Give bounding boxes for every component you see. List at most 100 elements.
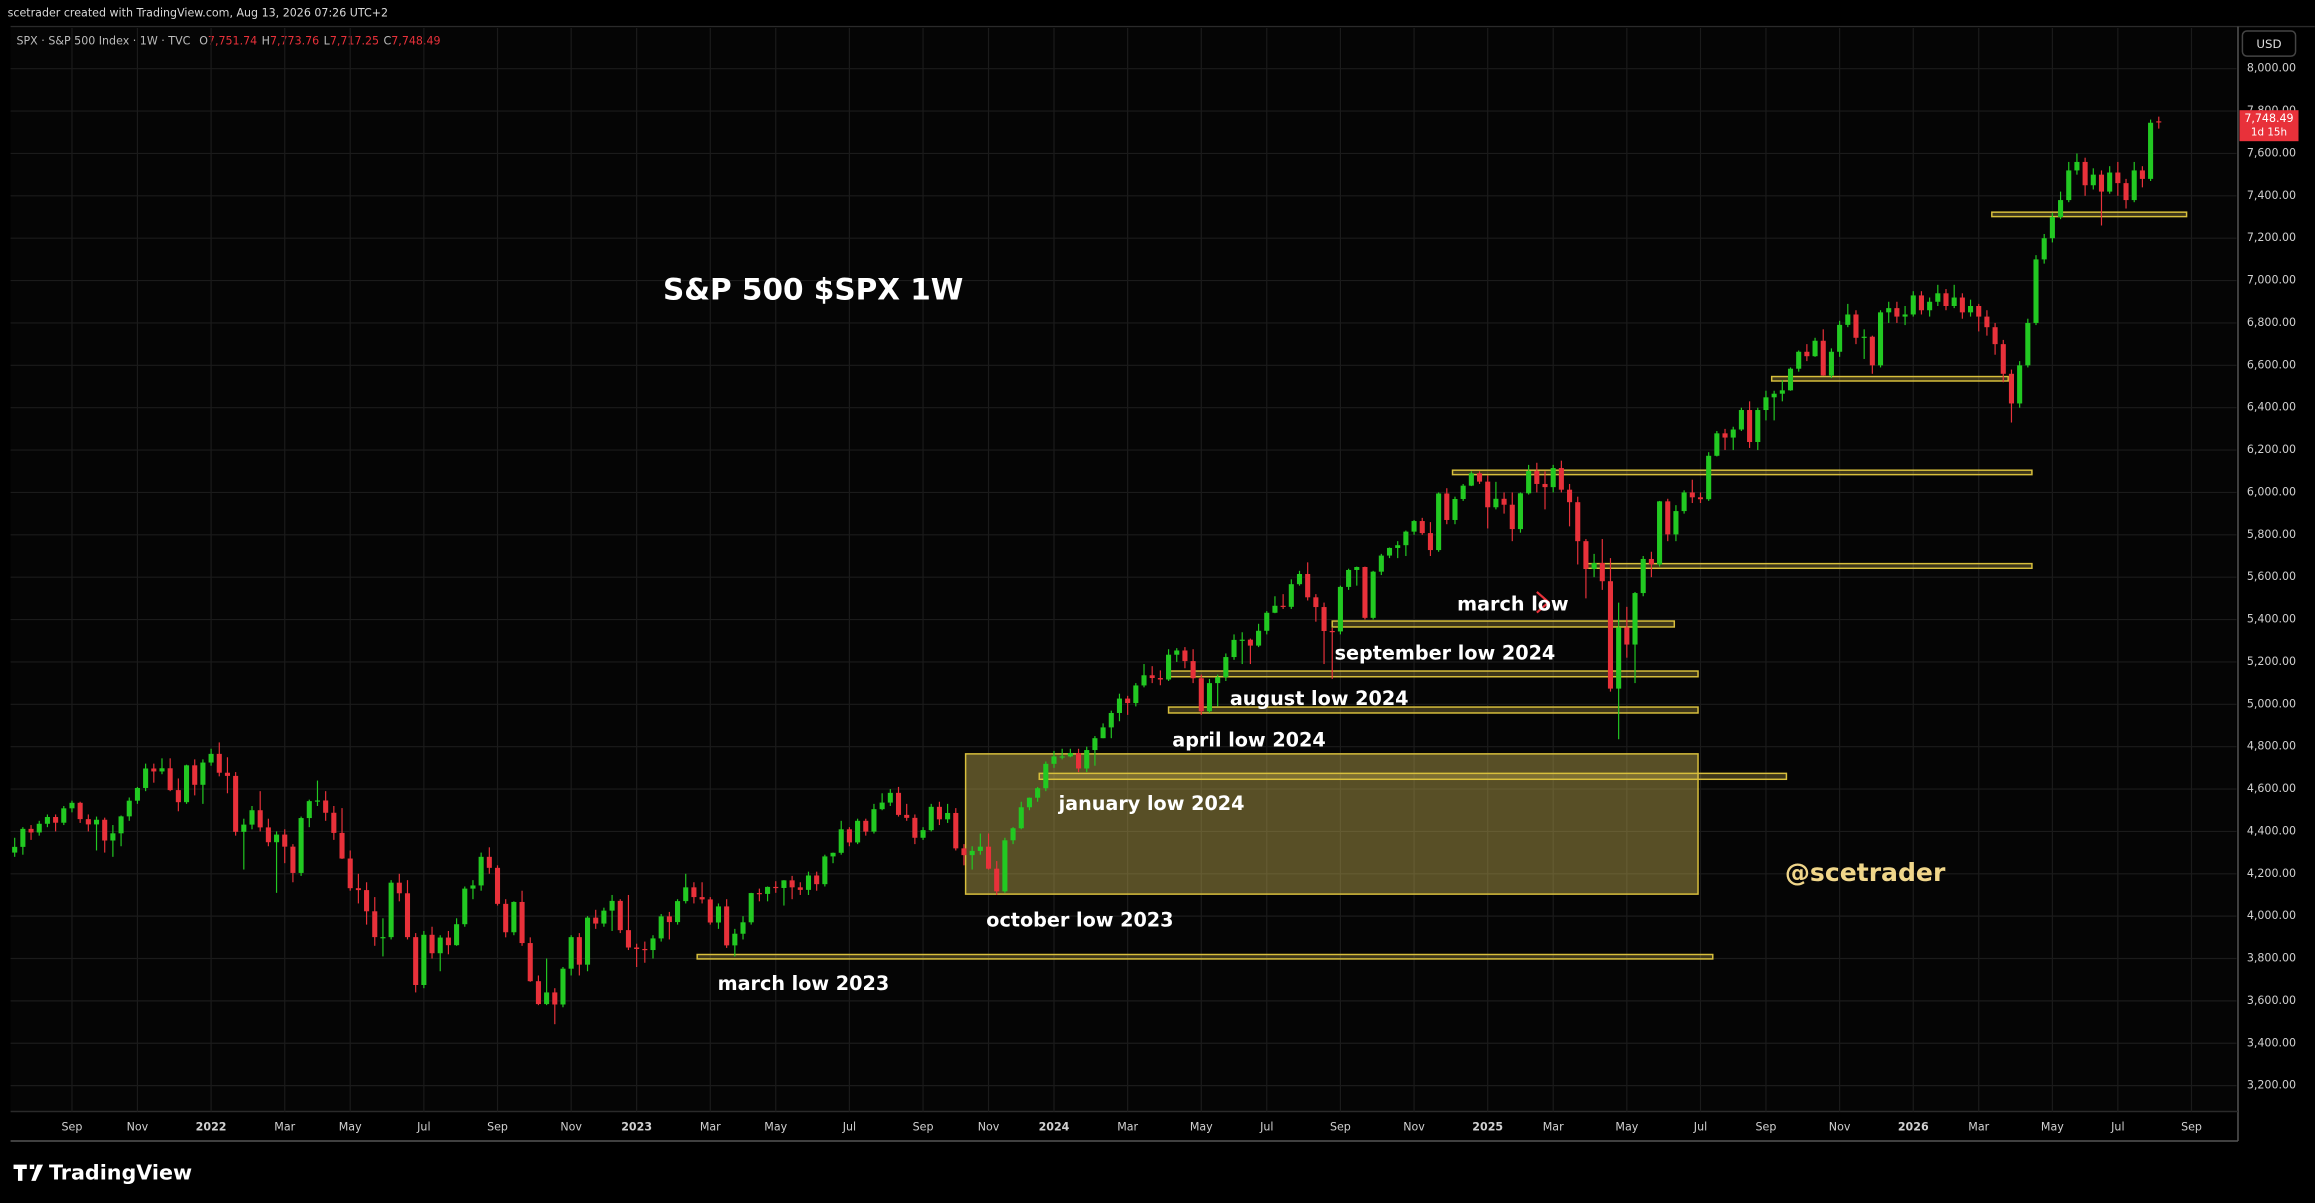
annotation: april low 2024 [1172, 728, 1325, 751]
candle-body [216, 753, 222, 773]
candle-body [1681, 492, 1687, 512]
candle-body [2107, 172, 2113, 192]
candle-body [1026, 797, 1032, 808]
candle-body [1476, 473, 1483, 482]
candle-body [2131, 170, 2137, 201]
candle-body [887, 792, 893, 803]
x-tick-label: Mar [700, 1121, 721, 1134]
candle-body [1190, 661, 1196, 679]
candle-body [912, 817, 918, 838]
candle-body [241, 824, 247, 832]
candle-body [1984, 316, 1990, 328]
candle-body [1763, 397, 1769, 411]
candle-body [110, 833, 116, 841]
x-tick-label: Mar [1117, 1121, 1138, 1134]
candle-body [789, 880, 795, 888]
candle-body [855, 820, 861, 843]
candle-body [1722, 433, 1728, 438]
candle-body [879, 802, 885, 810]
candle-body [1116, 698, 1122, 713]
candle-body [1526, 471, 1532, 494]
candle-body [683, 887, 689, 902]
tradingview-logo[interactable]: TradingView [13, 1160, 193, 1184]
candle-body [421, 934, 427, 986]
candle-body [945, 812, 951, 820]
candle-body [1534, 471, 1540, 484]
candle-body [1968, 306, 1974, 313]
candle-body [1141, 675, 1147, 686]
y-tick-label: 7,000.00 [2247, 274, 2296, 287]
candle-body [1706, 455, 1712, 500]
candle-body [511, 901, 517, 933]
candle-body [2082, 161, 2088, 186]
candle-body [593, 917, 599, 924]
y-tick-label: 6,000.00 [2247, 485, 2296, 498]
candle-body [642, 948, 648, 951]
candle-body [1436, 493, 1442, 551]
candle-body [388, 882, 394, 938]
logo-mark[interactable] [13, 1164, 44, 1181]
candle-body [895, 792, 902, 815]
price-tag [2239, 110, 2299, 142]
logo-text[interactable]: TradingView [49, 1160, 192, 1184]
candle-body [1108, 712, 1114, 728]
candle-body [584, 917, 591, 965]
candle-body [85, 819, 91, 825]
candle-body [69, 802, 75, 809]
candle-body [347, 858, 353, 889]
annotation: march low [1457, 593, 1569, 616]
candle-body [274, 834, 280, 843]
candle-body [609, 900, 615, 911]
candle-body [1918, 295, 1924, 311]
annotation: september low 2024 [1335, 641, 1556, 664]
chart-title: S&P 500 $SPX 1W [663, 272, 963, 306]
x-tick-label: Mar [1968, 1121, 1989, 1134]
currency-box[interactable] [2241, 30, 2297, 57]
y-tick-label: 3,800.00 [2247, 952, 2296, 965]
candle-body [1296, 574, 1303, 585]
candle-body [1100, 727, 1106, 739]
candle-body [1542, 483, 1548, 488]
candle-body [822, 856, 828, 885]
candle-body [1550, 468, 1556, 488]
price-tag-countdown: 1d 15h [2251, 126, 2287, 138]
y-tick-label: 3,600.00 [2247, 994, 2296, 1007]
candle-body [233, 775, 239, 832]
candle-body [1853, 314, 1859, 338]
y-tick-label: 6,200.00 [2247, 443, 2296, 456]
candle-body [1239, 639, 1245, 641]
y-tick-label: 3,400.00 [2247, 1036, 2296, 1049]
candle-body [773, 886, 779, 889]
x-tick-label: May [2041, 1121, 2064, 1134]
symbol: SPX · S&P 500 Index · 1W · TVC [16, 34, 190, 47]
candle-body [1902, 314, 1908, 317]
candle-body [2123, 183, 2129, 201]
y-tick-label: 8,000.00 [2247, 62, 2296, 75]
candle-body [1714, 433, 1720, 456]
candle-body [625, 930, 631, 948]
candle-body [977, 846, 983, 851]
candle-body [781, 880, 787, 888]
candle-body [1354, 567, 1360, 570]
candle-body [1215, 677, 1221, 684]
plot-area [10, 28, 2237, 1112]
price-zone [964, 753, 1699, 895]
y-tick-label: 5,000.00 [2247, 697, 2296, 710]
candle-body [470, 885, 476, 889]
ohlc-key: L [324, 34, 331, 47]
candle-body [1378, 555, 1384, 572]
candle-body [707, 899, 713, 923]
candle-body [2148, 122, 2154, 179]
candle-body [2066, 170, 2072, 201]
price-zone [1991, 211, 2188, 218]
candle-body [2115, 172, 2121, 184]
y-tick-label: 6,800.00 [2247, 316, 2296, 329]
ohlc-key: C [384, 34, 392, 47]
currency[interactable]: USD [2256, 37, 2281, 51]
candle-body [200, 762, 206, 785]
x-tick-label: Nov [127, 1121, 149, 1134]
candle-body [2156, 121, 2162, 123]
candle-body [306, 801, 312, 819]
